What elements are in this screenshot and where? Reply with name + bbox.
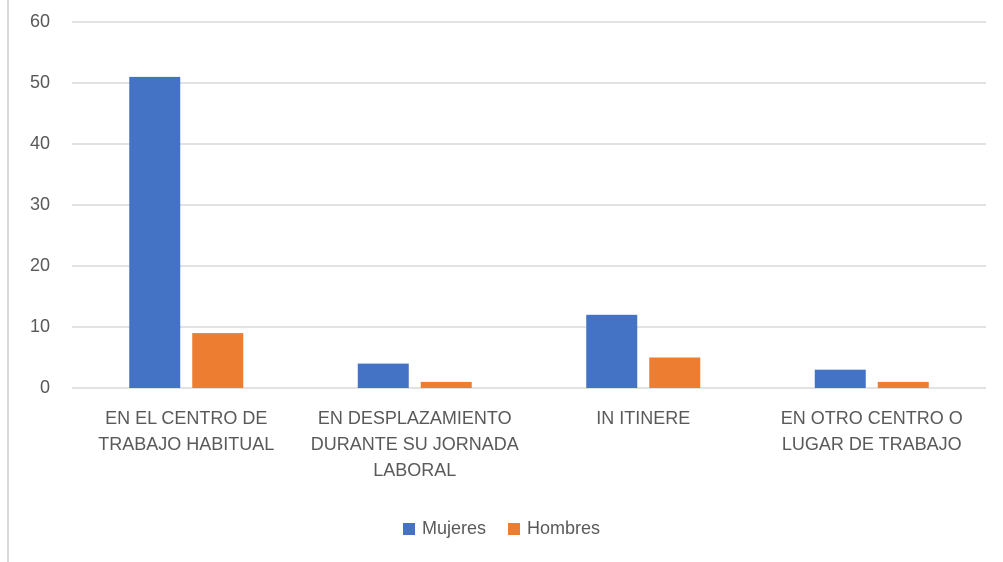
bar <box>129 76 181 389</box>
legend-label: Mujeres <box>421 518 486 538</box>
x-tick-label: EN EL CENTRO DE TRABAJO HABITUAL <box>98 408 275 454</box>
bar <box>814 369 866 388</box>
legend-item: Mujeres <box>402 518 486 539</box>
legend: Mujeres Hombres <box>0 518 1003 539</box>
x-tick-label: IN ITINERE <box>596 408 691 428</box>
bar <box>649 357 701 388</box>
bar <box>420 381 472 388</box>
y-tick-label: 10 <box>30 316 50 336</box>
y-tick-label: 20 <box>30 255 50 275</box>
y-tick-label: 30 <box>30 194 50 214</box>
bar <box>877 381 929 388</box>
legend-item: Hombres <box>508 518 600 539</box>
x-tick-label: EN DESPLAZAMIENTO DURANTE SU JORNADA LAB… <box>310 408 519 480</box>
bar <box>586 314 638 388</box>
legend-swatch <box>508 522 520 535</box>
bar <box>192 333 244 388</box>
bar <box>357 363 409 388</box>
y-tick-label: 60 <box>30 11 50 31</box>
x-tick-label: EN OTRO CENTRO O LUGAR DE TRABAJO <box>780 408 963 454</box>
legend-label: Hombres <box>527 518 601 538</box>
y-tick-label: 50 <box>30 72 50 92</box>
y-tick-label: 0 <box>40 377 50 397</box>
y-tick-label: 40 <box>30 133 50 153</box>
legend-swatch <box>402 522 415 535</box>
